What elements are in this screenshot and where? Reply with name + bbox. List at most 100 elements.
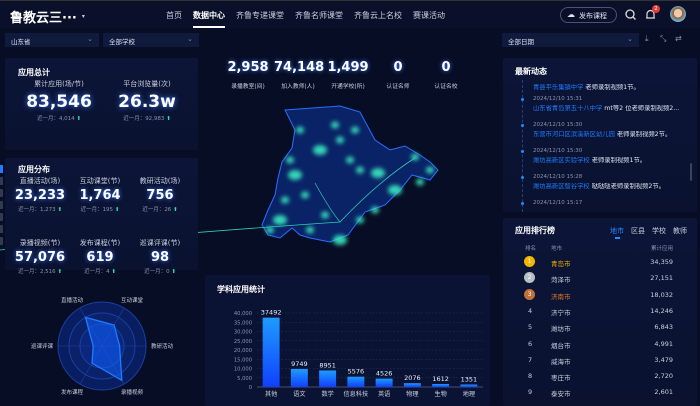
- stat-sub: 近一月：4,014: [36, 116, 75, 122]
- ranking-tab[interactable]: 教师: [673, 226, 687, 239]
- heat-spot: [371, 168, 385, 178]
- nav-item[interactable]: 齐鲁名师课堂: [295, 11, 343, 20]
- heat-spot: [273, 215, 287, 225]
- distribution-stat: 互动课堂(节) 1,764 近一月：195 ⬆: [71, 176, 129, 213]
- city: 威海市: [551, 357, 571, 366]
- province-select[interactable]: 山东省 ⌄: [5, 33, 99, 47]
- total-stat: 平台浏览量(次) 26.3w 近一月：92,983 ⬆: [105, 79, 189, 122]
- ranking-row[interactable]: 5 潍坊市 6,843: [503, 321, 697, 335]
- heat-spot: [301, 191, 309, 199]
- distribution-stat: 直播活动(场) 23,233 近一月：1,273 ⬆: [11, 176, 69, 213]
- side-tab[interactable]: [0, 189, 3, 197]
- feed-item[interactable]: 青县平乐集镇中学 老师录制视频1节。: [521, 82, 687, 92]
- side-tab-active[interactable]: [0, 165, 3, 173]
- feed-item[interactable]: 2024/12/10 15:31 山东省青岛第五十八中学 mt等2 位老师录制视…: [521, 96, 687, 113]
- city: 菏泽市: [551, 276, 571, 285]
- tab-label: 教师: [673, 227, 687, 235]
- feed-org-link[interactable]: 青县平乐集镇中学: [533, 84, 584, 91]
- scrollbar[interactable]: [690, 163, 692, 181]
- bar[interactable]: [460, 384, 478, 387]
- feed-item[interactable]: 2024/12/10 15:30 潍坊高新区实验学校 老师录制视频1节。: [521, 148, 687, 165]
- up-arrow-icon: ⬆: [171, 269, 176, 275]
- panel-title: 应用分布: [18, 165, 50, 174]
- ranking-tab[interactable]: 地市: [610, 226, 624, 239]
- chevron-down-icon: ⌄: [627, 35, 633, 43]
- center-stat: 0 认证名校: [422, 60, 470, 90]
- feed-org-link[interactable]: 山东省青岛第五十八中学: [533, 105, 603, 112]
- side-tab[interactable]: [0, 213, 3, 221]
- side-tab[interactable]: [0, 225, 3, 233]
- total-stat: 累计应用(场/节) 83,546 近一月：4,014 ⬆: [17, 79, 101, 122]
- ranking-tabs: 地市 区县 学校 教师: [610, 226, 687, 239]
- chevron-down-icon[interactable]: ▾: [81, 13, 85, 20]
- ranking-row[interactable]: 1 青岛市 34,359: [503, 256, 697, 270]
- heat-spot: [321, 211, 329, 219]
- stat-sub: 近一月：4: [84, 269, 110, 275]
- bar[interactable]: [262, 317, 280, 387]
- bar-value-label: 37492: [261, 309, 282, 317]
- bar[interactable]: [290, 368, 308, 387]
- avatar[interactable]: [670, 6, 686, 22]
- ranking-row[interactable]: 7 威海市 3,479: [503, 354, 697, 368]
- feed-org-link[interactable]: 东营市河口区滨溪新区幼儿园: [533, 131, 615, 138]
- feed-item[interactable]: 2024/12/10 15:17: [521, 200, 687, 209]
- ranking-row[interactable]: 4 济宁市 14,246: [503, 305, 697, 319]
- nav-item[interactable]: 赛课活动: [413, 11, 445, 20]
- stat-value: 1,764: [79, 188, 121, 203]
- bar-value-label: 2076: [404, 374, 421, 382]
- bar[interactable]: [347, 376, 365, 387]
- bell-icon[interactable]: [645, 8, 656, 21]
- y-tick-label: 20,000: [234, 348, 252, 354]
- bar[interactable]: [403, 383, 421, 387]
- x-tick-label: 数学: [321, 390, 333, 398]
- nav-item[interactable]: 齐鲁专递课堂: [236, 11, 284, 20]
- app-logo[interactable]: 鲁教云三···: [10, 11, 77, 26]
- fullscreen-icon[interactable]: ⤡: [660, 34, 667, 43]
- heat-spot: [331, 121, 339, 129]
- nav-item[interactable]: 首页: [166, 11, 182, 20]
- ranking-row[interactable]: 9 泰安市 2,601: [503, 386, 697, 400]
- ranking-row[interactable]: 8 枣庄市 2,720: [503, 370, 697, 384]
- city: 烟台市: [551, 341, 571, 350]
- center-stat: 74,148 加入教师(人): [274, 60, 324, 90]
- bar[interactable]: [432, 384, 450, 387]
- stat-label: 直播活动(场): [19, 177, 61, 185]
- ranking-tab[interactable]: 区县: [631, 226, 645, 239]
- app-logo-menu[interactable]: 鲁教云三··· ▾: [10, 7, 85, 26]
- bar[interactable]: [375, 378, 393, 387]
- feed-item[interactable]: 2024/12/10 15:28 潍坊高新区智谷学校 哒哒哒老师录制视频2节。: [521, 174, 687, 191]
- ranking-row[interactable]: 6 烟台市 4,991: [503, 338, 697, 352]
- side-tab[interactable]: [0, 201, 3, 209]
- side-tab[interactable]: [0, 177, 3, 185]
- timeline-dot: [521, 202, 524, 205]
- tab-label: 学校: [652, 227, 666, 235]
- download-icon[interactable]: ⤓: [645, 34, 649, 43]
- ranking-row[interactable]: 3 济南市 18,032: [503, 288, 697, 303]
- bar[interactable]: [319, 370, 337, 387]
- rank: 8: [528, 372, 533, 381]
- ranking-tab[interactable]: 学校: [652, 226, 666, 239]
- heat-spot: [281, 196, 289, 204]
- col-header-city: 地市: [551, 246, 563, 252]
- heat-spot: [388, 185, 402, 195]
- publish-course-button[interactable]: ☁ 发布课程: [560, 7, 617, 23]
- feed-item[interactable]: 2024/12/10 15:30 东营市河口区滨溪新区幼儿园 老师录制视频2节。: [521, 122, 687, 139]
- switch-icon[interactable]: ⇄: [675, 34, 682, 43]
- y-tick-label: 40,000: [234, 311, 252, 317]
- y-tick-label: 5,000: [237, 376, 252, 382]
- date-select[interactable]: 全部日期 ⌄: [502, 33, 639, 47]
- totals-panel: 应用总计 累计应用(场/节) 83,546 近一月：4,014 ⬆ 平台浏览量(…: [5, 58, 198, 150]
- ranking-row[interactable]: 2 菏泽市 27,151: [503, 272, 697, 286]
- search-icon[interactable]: [625, 9, 636, 20]
- side-tab[interactable]: [0, 237, 3, 245]
- feed-org-link[interactable]: 潍坊高新区智谷学校: [533, 183, 590, 190]
- ranking-panel: 应用排行榜 地市 区县 学校 教师 排名 地市 累计应用 1 青岛市 34,359 2…: [503, 218, 697, 406]
- nav-item[interactable]: 数据中心: [193, 11, 225, 28]
- feed-date: 2024/12/10 15:30: [533, 122, 583, 128]
- school-select[interactable]: 全部学校 ⌄: [103, 33, 199, 47]
- feed-org-link[interactable]: 潍坊高新区实验学校: [533, 157, 590, 164]
- y-tick-label: 35,000: [234, 320, 252, 326]
- stat-label: 发布课程(节): [79, 239, 121, 247]
- nav-item[interactable]: 齐鲁云上名校: [354, 11, 402, 20]
